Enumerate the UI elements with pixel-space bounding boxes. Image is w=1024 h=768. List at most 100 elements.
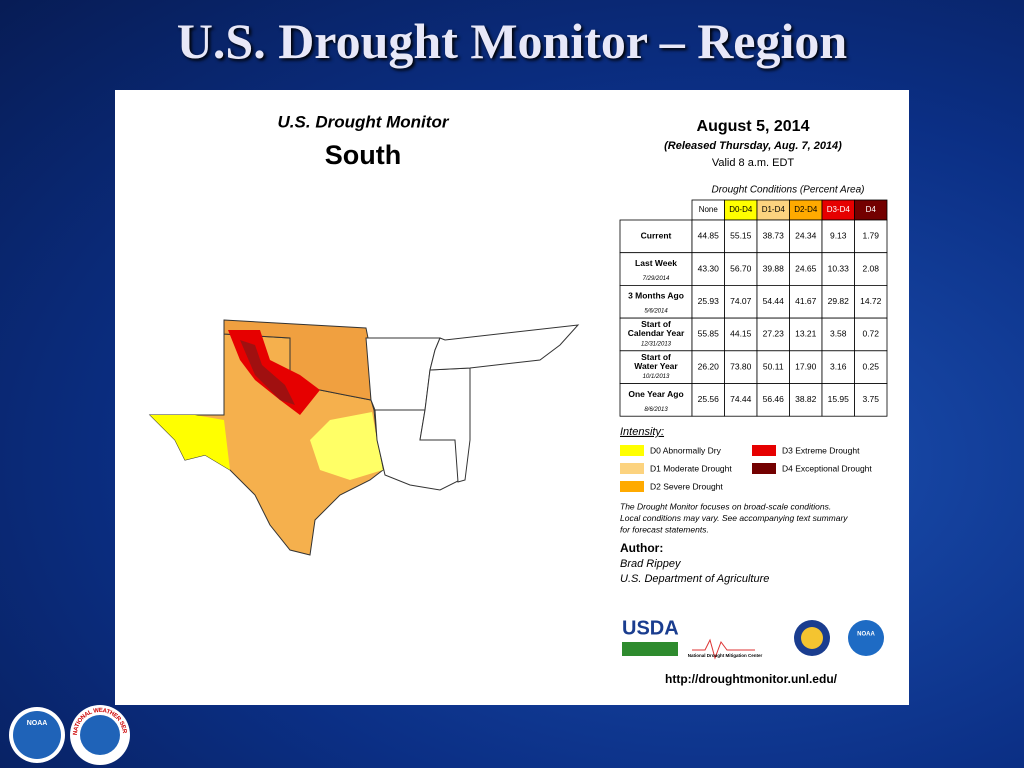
value: 44.15 xyxy=(730,329,752,339)
value-cell xyxy=(756,284,790,319)
value-cell xyxy=(789,252,823,286)
column-header: D3-D4 xyxy=(827,205,851,214)
value: 74.07 xyxy=(730,296,752,306)
row-date: 8/6/2013 xyxy=(644,407,668,413)
value: 15.95 xyxy=(828,394,850,404)
value: 73.80 xyxy=(730,361,752,371)
row-label: Start of Calendar Year xyxy=(628,319,685,338)
value-cell xyxy=(691,252,725,286)
value-cell xyxy=(756,219,790,254)
row-label-cell xyxy=(619,284,693,319)
value: 0.72 xyxy=(862,329,879,339)
valid: Valid 8 a.m. EDT xyxy=(712,157,795,169)
value-cell xyxy=(854,219,888,254)
value-cell xyxy=(789,383,823,417)
column-header: D0-D4 xyxy=(729,205,753,214)
row-label-cell xyxy=(619,317,693,352)
legend-label: D3 Extreme Drought xyxy=(782,445,860,455)
row-label: One Year Ago xyxy=(628,389,683,399)
url: http://droughtmonitor.unl.edu/ xyxy=(665,672,838,686)
value-cell xyxy=(724,284,758,319)
value: 39.88 xyxy=(763,263,785,273)
value-cell xyxy=(821,219,855,254)
column-header: None xyxy=(699,205,719,214)
value-cell xyxy=(756,383,790,417)
released: (Released Thursday, Aug. 7, 2014) xyxy=(664,140,842,152)
author-heading: Author: xyxy=(620,541,663,555)
state-tennessee xyxy=(429,324,580,371)
drought-panel: U.S. Drought Monitor South August 5, 201… xyxy=(115,90,909,705)
usda-logo-field xyxy=(622,642,678,656)
value: 54.44 xyxy=(763,296,785,306)
d4-area xyxy=(240,340,295,405)
value-cell xyxy=(854,383,888,417)
value: 14.72 xyxy=(860,296,882,306)
column-header: D2-D4 xyxy=(794,205,818,214)
map-date: August 5, 2014 xyxy=(697,118,810,135)
value: 17.90 xyxy=(795,361,817,371)
value: 1.79 xyxy=(862,231,879,241)
value-cell xyxy=(724,252,758,286)
legend-swatch xyxy=(620,481,644,492)
legend-label: D2 Severe Drought xyxy=(650,481,723,491)
value-cell xyxy=(691,219,725,254)
d0-west-texas xyxy=(150,415,230,470)
value: 24.65 xyxy=(795,263,817,273)
legend: D0 Abnormally Dry D1 Moderate Drought D2 S… xyxy=(620,445,872,492)
row-label: Last Week xyxy=(635,258,677,268)
nws-emblem-inner xyxy=(80,715,120,755)
row-date: 10/1/2013 xyxy=(643,374,670,380)
legend-swatch xyxy=(752,463,776,474)
value: 9.13 xyxy=(830,231,847,241)
map-title: U.S. Drought Monitor xyxy=(278,112,450,131)
value-cell xyxy=(789,350,823,384)
value-cell xyxy=(724,383,758,417)
legend-swatch xyxy=(620,463,644,474)
note-line: for forecast statements. xyxy=(620,524,709,534)
value-cell xyxy=(789,219,823,254)
value: 3.75 xyxy=(862,394,879,404)
value: 25.93 xyxy=(698,296,720,306)
author-name: Brad Rippey xyxy=(620,558,682,570)
value-cell xyxy=(821,383,855,417)
value-cell xyxy=(691,383,725,417)
note-line: Local conditions may vary. See accompany… xyxy=(620,513,848,523)
d0-east-texas xyxy=(310,412,383,480)
value-cell xyxy=(756,252,790,286)
value: 55.85 xyxy=(698,329,720,339)
value: 2.08 xyxy=(862,263,879,273)
legend-label: D0 Abnormally Dry xyxy=(650,445,722,455)
legend-label: D1 Moderate Drought xyxy=(650,463,732,473)
value: 27.23 xyxy=(763,329,785,339)
state-mississippi xyxy=(419,367,471,483)
value: 74.44 xyxy=(730,394,752,404)
value-cell xyxy=(821,350,855,384)
value: 55.15 xyxy=(730,231,752,241)
table-caption: Drought Conditions (Percent Area) xyxy=(711,185,864,196)
value: 13.21 xyxy=(795,329,817,339)
value: 56.46 xyxy=(763,394,785,404)
ndmc-logo-line xyxy=(692,638,755,660)
doc-logo-inner xyxy=(801,627,823,649)
value: 29.82 xyxy=(828,296,850,306)
drought-map-figure: U.S. Drought Monitor South August 5, 201… xyxy=(148,112,888,686)
row-label-cell xyxy=(619,252,693,286)
value: 10.33 xyxy=(828,263,850,273)
author-org: U.S. Department of Agriculture xyxy=(620,573,769,585)
map xyxy=(148,319,580,556)
value: 44.85 xyxy=(698,231,720,241)
ndmc-logo: National Drought Mitigation Center xyxy=(688,653,763,658)
value-cell xyxy=(756,350,790,384)
usda-logo: USDA xyxy=(622,617,679,639)
value: 50.11 xyxy=(763,361,784,371)
row-label: 3 Months Ago xyxy=(628,291,684,301)
column-header: D1-D4 xyxy=(762,205,786,214)
value: 38.82 xyxy=(795,394,817,404)
note-line: The Drought Monitor focuses on broad-sca… xyxy=(620,501,831,511)
noaa-emblem-inner xyxy=(13,711,61,759)
map-region: South xyxy=(325,140,401,170)
legend-swatch xyxy=(620,445,644,456)
value: 38.73 xyxy=(763,231,785,241)
row-date: 5/6/2014 xyxy=(644,309,668,315)
